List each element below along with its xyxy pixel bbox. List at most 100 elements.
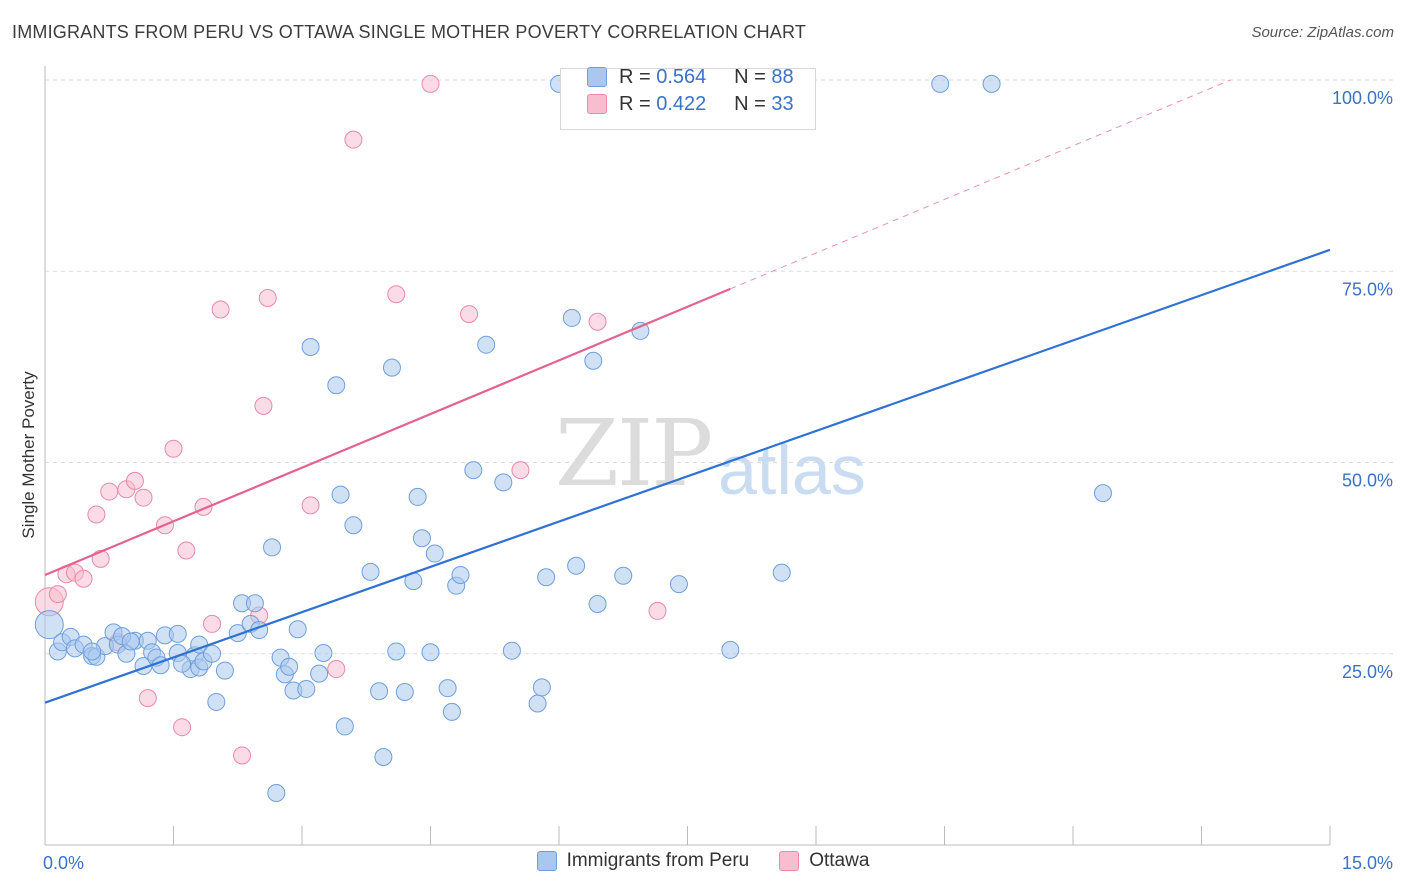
peru-point	[310, 664, 329, 683]
peru-point	[532, 678, 551, 697]
peru-point	[314, 643, 333, 662]
peru-point	[412, 529, 431, 548]
ottawa-trendline	[44, 287, 731, 576]
ottawa-point	[91, 549, 110, 568]
peru-point	[288, 620, 307, 639]
y-axis-label: Single Mother Poverty	[19, 371, 38, 539]
peru-point	[370, 682, 389, 701]
ottawa-point	[387, 285, 406, 304]
peru-point	[245, 594, 264, 613]
peru-point	[537, 568, 556, 587]
ottawa-point	[233, 746, 252, 765]
blue-n-value: 88	[771, 65, 794, 88]
ottawa-point	[511, 461, 530, 480]
legend-swatch-blue	[536, 851, 557, 871]
peru-point	[982, 74, 1001, 93]
ottawa-point	[588, 312, 607, 331]
n-label: N =	[734, 92, 766, 115]
ottawa-point	[344, 130, 363, 149]
legend-swatch-pink	[779, 851, 800, 871]
peru-point	[297, 679, 316, 698]
legend-item-peru[interactable]: Immigrants from Peru	[536, 850, 750, 872]
ottawa-point	[254, 396, 273, 415]
ottawa-point	[125, 471, 144, 490]
peru-point	[327, 376, 346, 395]
ottawa-point	[173, 718, 192, 737]
chart-title: IMMIGRANTS FROM PERU VS OTTAWA SINGLE MO…	[12, 22, 807, 42]
blue-r-value: 0.564	[656, 65, 707, 88]
ottawa-point	[100, 482, 119, 501]
peru-point	[331, 485, 350, 504]
watermark-zip: ZIP	[555, 400, 713, 507]
peru-point	[207, 692, 226, 711]
peru-point	[301, 337, 320, 356]
legend-item-ottawa[interactable]: Ottawa	[779, 850, 869, 872]
ottawa-point	[203, 614, 222, 633]
ottawa-point	[327, 660, 346, 679]
ottawa-point	[48, 585, 67, 604]
ottawa-point	[211, 300, 230, 319]
peru-point	[442, 702, 461, 721]
y-tick-label: 75.0%	[1342, 279, 1393, 299]
peru-point	[267, 783, 286, 802]
peru-point	[263, 538, 282, 557]
ottawa-point	[648, 601, 667, 620]
x-tick-label: 0.0%	[43, 853, 84, 873]
y-tick-label: 50.0%	[1342, 471, 1393, 491]
peru-point	[721, 640, 740, 659]
peru-point	[464, 461, 483, 480]
pink-r-value: 0.422	[656, 92, 707, 115]
ottawa-point	[460, 305, 479, 324]
peru-point	[588, 595, 607, 614]
pink-swatch	[587, 94, 607, 114]
pink-n-value: 33	[771, 92, 794, 115]
peru-point	[438, 679, 457, 698]
legend-label-peru: Immigrants from Peru	[566, 850, 750, 871]
peru-point	[121, 632, 140, 651]
peru-point	[669, 575, 688, 594]
ottawa-point	[258, 289, 277, 308]
n-label: N =	[734, 65, 766, 88]
y-tick-label: 100.0%	[1332, 88, 1393, 108]
peru-point	[374, 748, 393, 767]
peru-point	[477, 335, 496, 354]
x-tick-label: 15.0%	[1342, 853, 1393, 873]
ottawa-trendline-extension	[730, 79, 1231, 290]
peru-point	[280, 657, 299, 676]
peru-point	[335, 717, 354, 736]
peru-point	[387, 642, 406, 661]
peru-point	[1093, 484, 1112, 503]
r-label: R =	[619, 92, 651, 115]
peru-point	[494, 473, 513, 492]
legend: Immigrants from Peru Ottawa	[0, 850, 1406, 872]
peru-point	[34, 610, 64, 640]
peru-point	[772, 563, 791, 582]
peru-point	[395, 683, 414, 701]
peru-point	[528, 694, 547, 713]
peru-point	[562, 308, 581, 327]
peru-point	[344, 516, 363, 535]
peru-point	[173, 654, 192, 673]
ottawa-point	[164, 439, 183, 458]
blue-swatch	[587, 67, 607, 87]
ottawa-point	[134, 488, 153, 507]
peru-point	[502, 641, 521, 660]
peru-point	[567, 556, 586, 575]
ottawa-point	[74, 569, 93, 588]
peru-point	[425, 544, 444, 563]
peru-point	[421, 643, 440, 662]
legend-label-ottawa: Ottawa	[809, 850, 870, 871]
ottawa-point	[138, 689, 157, 708]
ottawa-point	[87, 505, 106, 524]
peru-point	[451, 565, 470, 584]
peru-trendline	[44, 248, 1331, 704]
peru-point	[931, 74, 950, 93]
peru-point	[168, 624, 187, 643]
peru-point	[83, 642, 102, 661]
peru-point	[408, 487, 427, 506]
watermark-atlas: atlas	[718, 431, 866, 509]
y-tick-label: 25.0%	[1342, 662, 1393, 682]
stats-box: R = 0.564 N = 88 R = 0.422 N = 33	[560, 65, 816, 130]
peru-point	[584, 351, 603, 370]
